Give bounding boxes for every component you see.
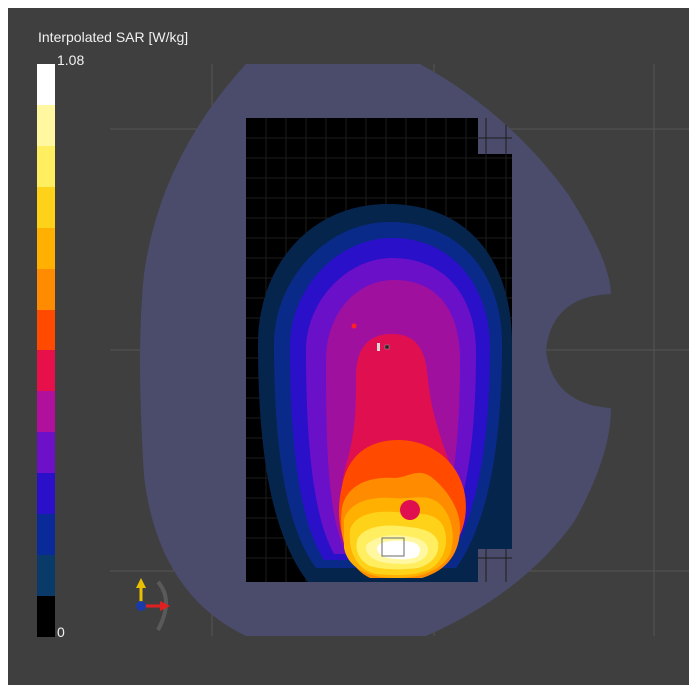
colorbar-band: [37, 145, 55, 187]
colorbar-band: [37, 227, 55, 269]
legend-max-label: 1.08: [57, 52, 85, 68]
probe-markers: [351, 323, 405, 557]
colorbar-band: [37, 268, 55, 310]
sar-colorbar: [37, 64, 55, 637]
legend-title: Interpolated SAR [W/kg]: [38, 29, 189, 45]
axis-triad-icon[interactable]: [136, 578, 170, 631]
colorbar-band: [37, 64, 55, 105]
colorbar-band: [37, 432, 55, 474]
colorbar-band: [37, 186, 55, 228]
colorbar-band: [37, 391, 55, 433]
legend-min-label: 0: [57, 624, 65, 640]
sar-contours: [258, 204, 512, 582]
colorbar-band: [37, 473, 55, 515]
colorbar-band: [37, 309, 55, 351]
colorbar-band: [37, 595, 55, 637]
colorbar-band: [37, 350, 55, 392]
sar-viewport[interactable]: Interpolated SAR [W/kg] 1.08 0: [8, 8, 689, 685]
colorbar-band: [37, 514, 55, 556]
colorbar-band: [37, 555, 55, 596]
sar-scene: [110, 64, 689, 636]
colorbar-band: [37, 104, 55, 146]
